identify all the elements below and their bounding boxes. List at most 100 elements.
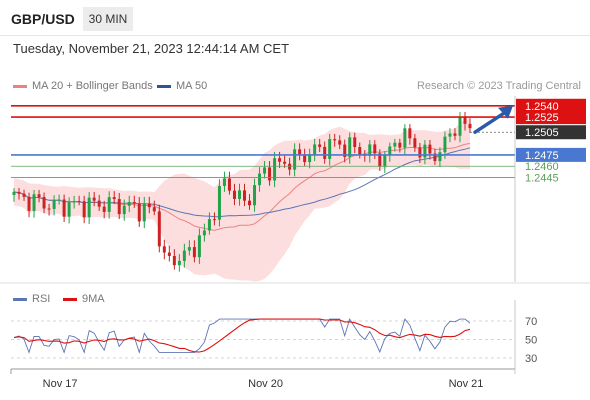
candle-body [408,128,412,139]
candle-body [27,196,31,211]
candle-body [67,202,71,217]
level-label-resistance: 1.2540 [525,101,559,113]
credit-text: Research © 2023 Trading Central [416,80,581,92]
level-label-resistance: 1.2525 [525,112,559,124]
candle-body [37,194,41,198]
candle-body [97,200,101,207]
candle-body [418,147,422,158]
candle-body [197,235,201,258]
candle-body [378,153,382,167]
candle-body [47,208,51,210]
candle-body [132,202,136,204]
x-tick-label: Nov 21 [449,378,484,390]
current-price-label: 1.2505 [525,127,559,139]
candle-body [453,133,457,136]
candle-body [87,197,91,218]
candle-body [348,137,352,157]
rsi-ma9-line [13,318,471,353]
level-tag-resistance [516,98,586,113]
support-label: 1.2445 [525,173,559,185]
legend-ma20: MA 20 + Bollinger Bands [13,80,153,92]
candle-body [448,133,452,137]
candle-body [353,137,357,148]
candle-body [463,117,467,124]
legend-rsi: RSI [13,293,50,305]
candle-body [383,154,387,167]
candle-body [52,199,56,209]
candle-body [117,199,121,215]
candle-body [147,203,151,208]
candle-body [288,163,292,170]
legend-9ma: 9MA [63,293,105,305]
candle-body [207,219,211,231]
level-label-pivot: 1.2475 [525,150,559,162]
candle-body [177,260,181,266]
candle-body [343,144,347,157]
candle-body [283,161,287,164]
candle-body [268,167,272,181]
candle-body [17,191,21,194]
candle-body [237,190,241,199]
candle-body [112,197,116,200]
bollinger-band-area [14,118,470,282]
candle-body [227,178,231,191]
candle-body [428,144,432,154]
candle-body [92,197,96,201]
candle-body [182,250,186,261]
candle-body [222,178,226,186]
candle-body [438,152,442,162]
candle-body [42,197,46,209]
candle-body [258,173,262,186]
candle-body [303,154,307,163]
candle-body [318,144,322,147]
candle-body [157,211,161,247]
candle-body [167,252,171,256]
candle-body [22,193,26,197]
candle-body [122,205,126,215]
candle-body [77,201,81,203]
candle-body [57,199,61,201]
candle-body [338,140,342,145]
candle-body [388,146,392,155]
candle-body [102,206,106,212]
rsi-swatch [13,297,27,301]
x-tick-label: Nov 20 [248,378,283,390]
candle-body [248,200,252,206]
candle-body [243,190,247,201]
rsi-tick-label: 70 [525,316,537,328]
candle-body [413,138,417,148]
candle-body [253,185,257,206]
legend-ma50-label: MA 50 [176,80,208,92]
rsi-tick-label: 30 [525,353,537,365]
datetime-stamp: Tuesday, November 21, 2023 12:44:14 AM C… [13,41,290,56]
candle-body [323,146,327,159]
candle-body [298,149,302,155]
candle-body [468,123,472,129]
candle-body [433,153,437,162]
candle-body [373,144,377,154]
ma9-swatch [63,297,77,301]
legend-ma50: MA 50 [157,80,207,92]
candle-body [273,158,277,181]
candle-body [458,117,462,136]
rsi-line [13,318,471,354]
candle-body [32,194,36,211]
candle-body [423,144,427,158]
candle-body [162,246,166,253]
candle-body [192,247,196,258]
candle-body [358,147,362,155]
candle-body [313,144,317,155]
legend-9ma-label: 9MA [82,293,105,305]
candle-body [82,201,86,218]
candle-body [187,247,191,251]
support-label: 1.2460 [525,161,559,173]
candle-body [137,203,141,222]
current-price-tag [516,125,586,140]
candle-body [127,202,131,206]
candle-body [278,158,282,162]
candle-body [308,154,312,163]
timeframe-badge[interactable]: 30 MIN [83,7,133,31]
candle-body [393,142,397,147]
legend-ma20-label: MA 20 + Bollinger Bands [32,80,153,92]
